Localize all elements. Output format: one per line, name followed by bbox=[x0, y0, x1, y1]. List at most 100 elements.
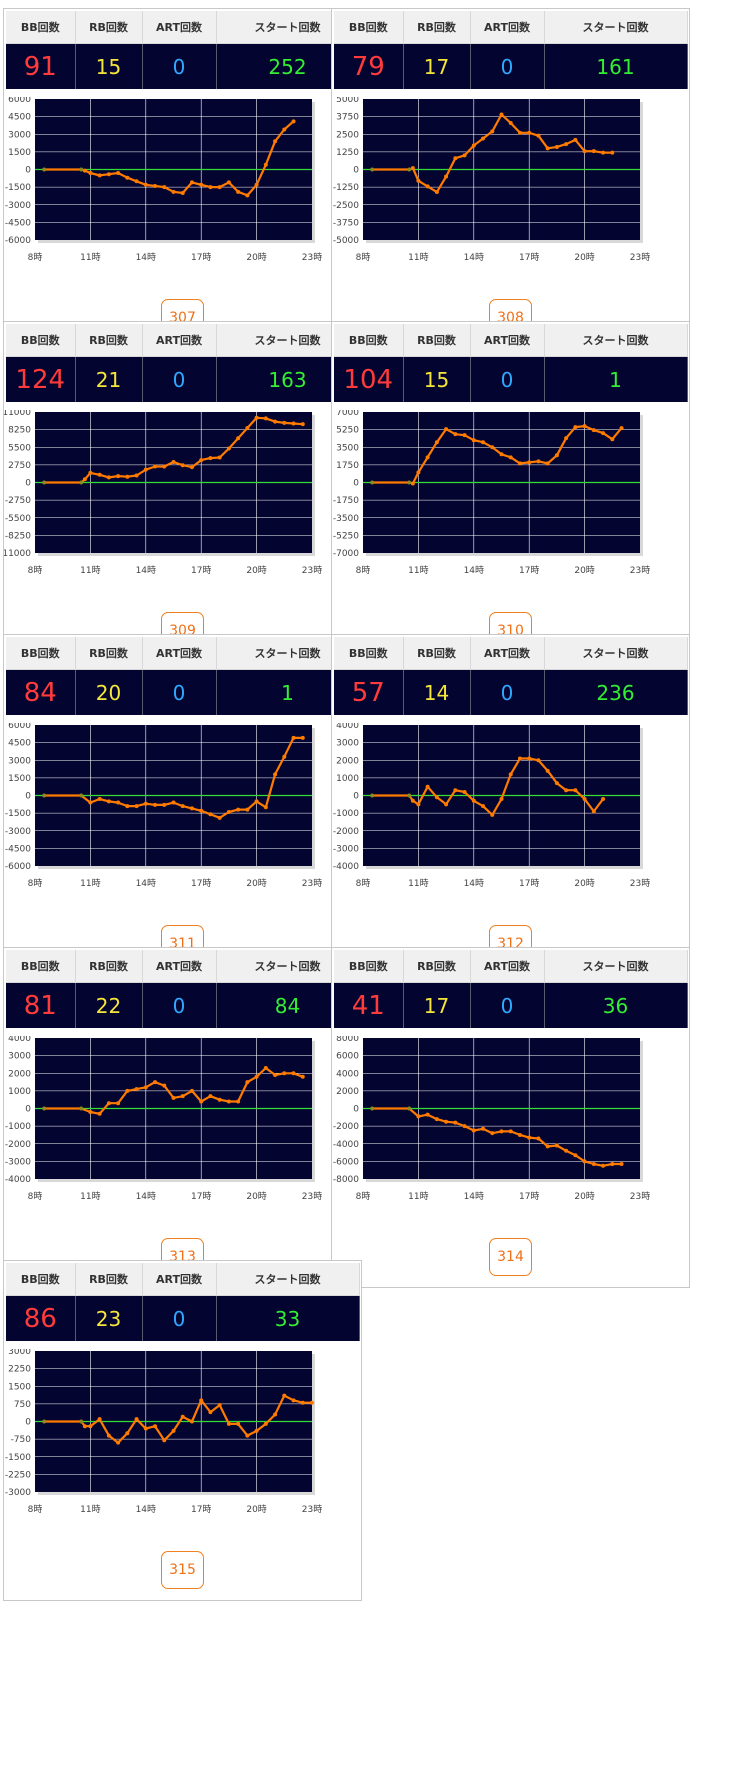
data-point bbox=[236, 436, 241, 441]
difference-line-chart: 8000 6000 4000 2000 0 -2000 -4000 -6000 -8000 8時 1… bbox=[333, 1036, 650, 1202]
data-point bbox=[162, 185, 167, 190]
bb-header: BB回数 bbox=[6, 11, 76, 44]
machine-card: BB回数 RB回数 ART回数 スタート回数 91 15 0 252 6000 4… bbox=[3, 8, 362, 349]
data-point bbox=[189, 1088, 194, 1093]
stats-table: BB回数 RB回数 ART回数 スタート回数 124 21 0 163 bbox=[6, 324, 360, 402]
y-tick-label: 5500 bbox=[8, 443, 31, 453]
data-point bbox=[610, 1162, 615, 1167]
data-point bbox=[116, 1101, 121, 1106]
y-tick-label: -1500 bbox=[5, 183, 31, 193]
y-tick-label: 8250 bbox=[8, 426, 31, 436]
data-point bbox=[97, 472, 102, 477]
start-count: 36 bbox=[544, 982, 688, 1028]
data-point bbox=[116, 800, 121, 805]
y-tick-label: 1000 bbox=[8, 1087, 31, 1097]
bb-count: 104 bbox=[334, 356, 404, 402]
bb-header: BB回数 bbox=[6, 324, 76, 357]
data-point bbox=[481, 1126, 486, 1131]
data-point bbox=[79, 167, 84, 172]
bb-count: 86 bbox=[6, 1295, 76, 1341]
data-point bbox=[527, 130, 532, 135]
data-point bbox=[434, 1117, 439, 1122]
x-tick-label: 8時 bbox=[28, 1504, 43, 1515]
stats-table: BB回数 RB回数 ART回数 スタート回数 86 23 0 33 bbox=[6, 1263, 360, 1341]
y-tick-label: -4000 bbox=[333, 1140, 359, 1150]
data-point bbox=[300, 422, 305, 427]
y-tick-label: 3000 bbox=[8, 756, 31, 766]
y-tick-label: -1500 bbox=[5, 809, 31, 819]
x-tick-label: 23時 bbox=[302, 252, 322, 263]
difference-line-chart: 11000 8250 5500 2750 0 -2750 -5500 -8250 -11000 8… bbox=[4, 410, 322, 576]
data-point bbox=[545, 1144, 550, 1149]
rb-header: RB回数 bbox=[403, 950, 471, 983]
data-point bbox=[573, 137, 578, 142]
y-tick-label: 6000 bbox=[8, 97, 31, 105]
data-point bbox=[434, 440, 439, 445]
data-point bbox=[143, 1085, 148, 1090]
bb-count: 79 bbox=[334, 43, 404, 89]
data-point bbox=[143, 182, 148, 187]
y-tick-label: -1000 bbox=[333, 809, 359, 819]
y-tick-label: 4000 bbox=[8, 1036, 31, 1044]
data-point bbox=[236, 189, 241, 194]
data-point bbox=[116, 474, 121, 479]
data-point bbox=[106, 1433, 111, 1438]
data-point bbox=[153, 1080, 158, 1085]
data-point bbox=[310, 1400, 314, 1405]
data-point bbox=[254, 415, 259, 420]
data-point bbox=[189, 465, 194, 470]
data-point bbox=[245, 1080, 250, 1085]
y-tick-label: 0 bbox=[25, 1418, 31, 1428]
data-point bbox=[217, 1097, 222, 1102]
rb-count: 14 bbox=[403, 669, 471, 715]
data-point bbox=[282, 1071, 287, 1076]
x-tick-label: 17時 bbox=[519, 878, 539, 889]
bb-count: 81 bbox=[6, 982, 76, 1028]
x-tick-label: 14時 bbox=[136, 252, 156, 263]
data-point bbox=[425, 455, 430, 460]
y-tick-label: -2000 bbox=[333, 1122, 359, 1132]
data-point bbox=[444, 427, 449, 432]
y-tick-label: -1500 bbox=[5, 1453, 31, 1463]
x-tick-label: 23時 bbox=[302, 878, 322, 889]
data-point bbox=[462, 153, 467, 158]
machine-number-button[interactable]: 314 bbox=[489, 1238, 532, 1276]
y-tick-label: 0 bbox=[353, 792, 359, 802]
data-point bbox=[273, 772, 278, 777]
y-tick-label: -6000 bbox=[333, 1157, 359, 1167]
data-point bbox=[582, 424, 587, 429]
y-tick-label: 0 bbox=[353, 479, 359, 489]
y-tick-label: 2000 bbox=[336, 1087, 359, 1097]
data-point bbox=[236, 1421, 241, 1426]
data-point bbox=[245, 193, 250, 198]
x-tick-label: 11時 bbox=[80, 1504, 100, 1515]
x-tick-label: 23時 bbox=[630, 878, 650, 889]
y-tick-label: -8000 bbox=[333, 1175, 359, 1185]
y-tick-label: -750 bbox=[11, 1435, 32, 1445]
bb-header: BB回数 bbox=[334, 637, 404, 670]
data-point bbox=[545, 768, 550, 773]
data-point bbox=[564, 142, 569, 147]
stats-table: BB回数 RB回数 ART回数 スタート回数 84 20 0 1 bbox=[6, 637, 360, 715]
data-point bbox=[481, 804, 486, 809]
data-point bbox=[564, 1148, 569, 1153]
y-tick-label: 3500 bbox=[336, 443, 359, 453]
x-tick-label: 20時 bbox=[574, 1191, 594, 1202]
data-point bbox=[416, 1114, 421, 1119]
data-point bbox=[82, 1424, 87, 1429]
difference-line-chart: 4000 3000 2000 1000 0 -1000 -2000 -3000 -4000 8時 1… bbox=[333, 723, 650, 889]
data-point bbox=[536, 1136, 541, 1141]
data-point bbox=[499, 112, 504, 117]
x-tick-label: 17時 bbox=[519, 1191, 539, 1202]
y-tick-label: 1500 bbox=[8, 148, 31, 158]
y-tick-label: -4000 bbox=[5, 1175, 31, 1185]
data-point bbox=[162, 464, 167, 469]
stats-table: BB回数 RB回数 ART回数 スタート回数 41 17 0 36 bbox=[334, 950, 688, 1028]
x-tick-label: 17時 bbox=[191, 252, 211, 263]
machine-number-button[interactable]: 315 bbox=[161, 1551, 204, 1589]
data-point bbox=[517, 130, 522, 135]
start-header: スタート回数 bbox=[544, 637, 688, 670]
rb-count: 23 bbox=[75, 1295, 143, 1341]
rb-count: 22 bbox=[75, 982, 143, 1028]
data-point bbox=[619, 1162, 624, 1167]
